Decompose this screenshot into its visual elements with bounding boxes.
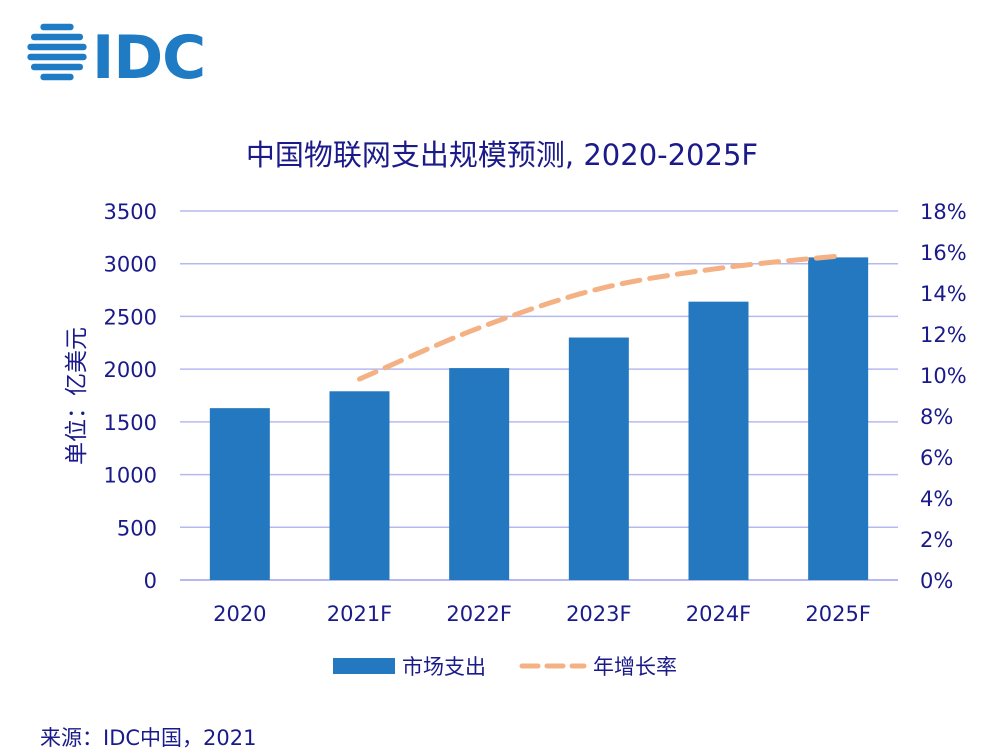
y-tick-label: 2000	[104, 358, 157, 382]
y-tick-label: 3500	[104, 200, 157, 224]
y2-tick-label: 16%	[920, 241, 967, 265]
legend-label-line: 年增长率	[593, 655, 677, 679]
y-tick-label: 1000	[104, 464, 157, 488]
growth-line-series	[357, 253, 841, 382]
y-tick-label: 0	[144, 569, 157, 593]
globe-stripe	[31, 63, 83, 71]
y2-tick-label: 2%	[920, 528, 953, 552]
bar	[209, 408, 270, 580]
chart-title: 中国物联网支出规模预测, 2020-2025F	[246, 138, 758, 172]
y-tick-label: 2500	[104, 305, 157, 329]
y2-tick-label: 6%	[920, 446, 953, 470]
bar-series	[209, 257, 869, 580]
globe-stripe	[40, 73, 74, 81]
y-axis-label: 单位：亿美元	[64, 327, 90, 465]
y2-tick-label: 18%	[920, 200, 967, 224]
gridlines	[180, 210, 898, 581]
idc-logo: IDC	[27, 23, 206, 93]
globe-stripe	[40, 23, 74, 31]
y-axis-ticks: 0 500 1000 1500 2000 2500 3000 3500	[104, 200, 157, 593]
x-tick-label: 2023F	[566, 602, 632, 626]
y2-tick-label: 10%	[920, 364, 967, 388]
x-axis-ticks: 2020 2021F 2022F 2023F 2024F 2025F	[213, 602, 871, 626]
x-tick-label: 2021F	[327, 602, 393, 626]
bar	[688, 301, 749, 580]
legend-label-bar: 市场支出	[402, 655, 486, 679]
y2-tick-label: 4%	[920, 487, 953, 511]
y2-tick-label: 12%	[920, 323, 967, 347]
bar	[329, 391, 390, 580]
x-tick-label: 2025F	[805, 602, 871, 626]
source-note: 来源：IDC中国，2021	[40, 726, 257, 750]
y2-tick-label: 0%	[920, 569, 953, 593]
globe-stripe	[31, 33, 83, 41]
legend: 市场支出 年增长率	[333, 655, 677, 679]
logo-text: IDC	[92, 23, 205, 93]
legend-swatch-bar	[333, 658, 395, 674]
y-tick-label: 3000	[104, 253, 157, 277]
x-tick-label: 2022F	[446, 602, 512, 626]
bar	[568, 337, 629, 580]
y-tick-label: 500	[117, 516, 157, 540]
y2-tick-label: 8%	[920, 405, 953, 429]
x-tick-label: 2024F	[686, 602, 752, 626]
globe-icon	[27, 23, 87, 81]
y2-tick-label: 14%	[920, 282, 967, 306]
globe-stripe	[27, 43, 87, 51]
y-tick-label: 1500	[104, 411, 157, 435]
bar	[808, 257, 869, 580]
globe-stripe	[27, 53, 87, 61]
y2-axis-ticks: 0% 2% 4% 6% 8% 10% 12% 14% 16% 18%	[920, 200, 967, 593]
x-tick-label: 2020	[213, 602, 266, 626]
bar	[449, 368, 510, 580]
